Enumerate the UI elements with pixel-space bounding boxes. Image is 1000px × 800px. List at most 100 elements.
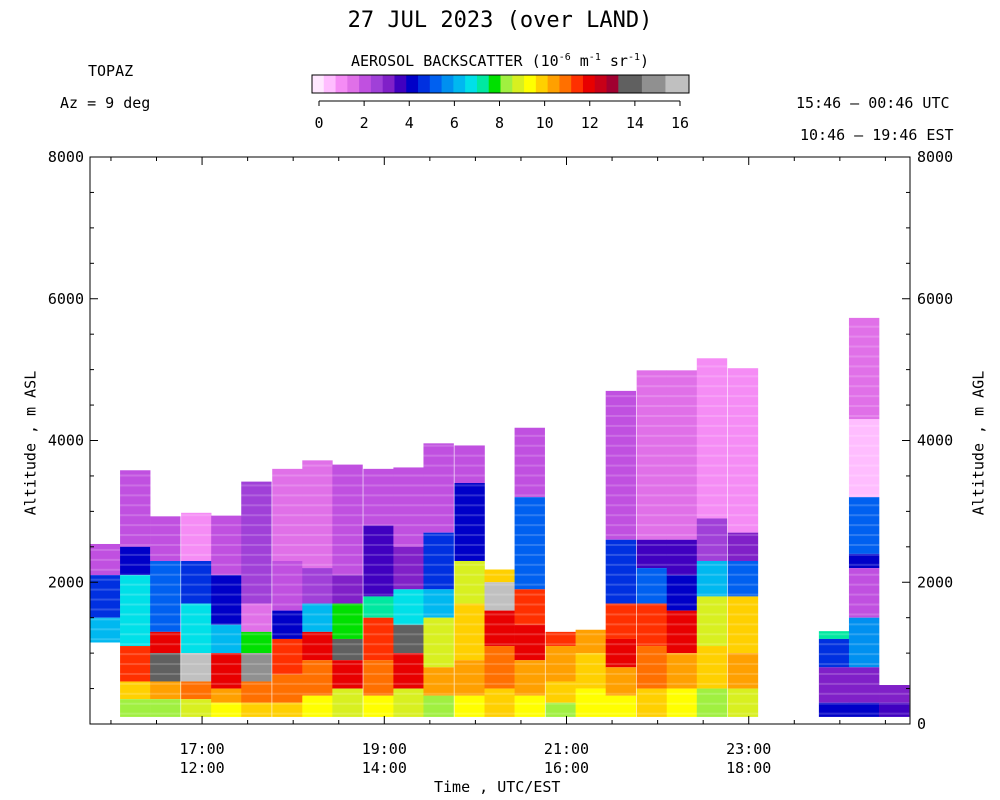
profile-streak — [514, 663, 545, 666]
profile-streak — [302, 563, 333, 566]
profile-streak — [454, 702, 485, 705]
profile-streak — [363, 504, 394, 507]
profile-streak — [211, 643, 242, 646]
profile-streak — [696, 702, 728, 705]
profile-streak — [605, 524, 637, 527]
profile-streak — [393, 543, 424, 546]
profile-streak — [120, 613, 151, 616]
profile-column — [363, 468, 394, 717]
profile-streak — [302, 623, 333, 626]
profile-layer — [272, 674, 303, 703]
profile-streak — [666, 633, 698, 636]
profile-streak — [363, 553, 394, 556]
profile-streak — [181, 692, 212, 695]
profile-streak — [727, 672, 759, 675]
profile-layer — [332, 660, 363, 689]
y-tick-label-right: 4000 — [917, 432, 953, 450]
profile-streak — [575, 702, 606, 705]
profile-streak — [393, 692, 424, 695]
profile-streak — [696, 405, 728, 408]
profile-streak — [848, 643, 880, 646]
profile-streak — [514, 514, 545, 517]
profile-streak — [150, 702, 181, 705]
x-tick-label-est: 16:00 — [544, 759, 589, 777]
profile-streak — [727, 553, 759, 556]
profile-streak — [696, 593, 728, 596]
profile-layer — [696, 560, 728, 597]
profile-streak — [150, 712, 181, 715]
colorbar-swatch — [394, 75, 407, 93]
profile-streak — [727, 663, 759, 666]
profile-streak — [636, 692, 668, 695]
colorbar-tick-label: 6 — [450, 114, 459, 132]
profile-streak — [150, 623, 181, 626]
profile-streak — [514, 534, 545, 537]
profile-streak — [696, 603, 728, 606]
profile-streak — [727, 375, 759, 378]
profile-streak — [120, 494, 151, 497]
x-tick-label-utc: 17:00 — [179, 740, 224, 758]
y-tick-label-right: 6000 — [917, 290, 953, 308]
profile-streak — [848, 484, 880, 487]
profile-streak — [848, 633, 880, 636]
profile-streak — [241, 682, 272, 685]
profile-layer — [211, 515, 242, 576]
profile-streak — [727, 543, 759, 546]
profile-layer — [150, 681, 181, 700]
profile-streak — [484, 663, 515, 666]
profile-streak — [636, 682, 668, 685]
profile-streak — [363, 712, 394, 715]
profile-streak — [181, 613, 212, 616]
profile-streak — [696, 712, 728, 715]
profile-streak — [211, 593, 242, 596]
colorbar-tick-label: 4 — [405, 114, 414, 132]
profile-streak — [696, 514, 728, 517]
profile-streak — [120, 534, 151, 537]
profile-streak — [484, 702, 515, 705]
profile-streak — [241, 623, 272, 626]
profile-streak — [636, 702, 668, 705]
azimuth-label: Az = 9 deg — [60, 94, 151, 112]
profile-streak — [211, 553, 242, 556]
profile-streak — [727, 534, 759, 537]
profile-streak — [241, 643, 272, 646]
profile-streak — [393, 702, 424, 705]
profile-streak — [332, 682, 363, 685]
profile-layer — [393, 467, 424, 547]
profile-column — [181, 512, 212, 717]
profile-layer — [181, 653, 212, 682]
profile-streak — [241, 603, 272, 606]
profile-streak — [696, 692, 728, 695]
profile-streak — [454, 504, 485, 507]
profile-streak — [393, 672, 424, 675]
profile-streak — [393, 573, 424, 576]
profile-streak — [272, 534, 303, 537]
profile-streak — [332, 603, 363, 606]
profile-streak — [818, 663, 850, 666]
profile-streak — [241, 573, 272, 576]
profile-streak — [363, 672, 394, 675]
profile-layer — [484, 688, 515, 717]
profile-streak — [514, 563, 545, 566]
colorbar-tick-label: 16 — [671, 114, 689, 132]
profile-streak — [727, 623, 759, 626]
profile-streak — [454, 653, 485, 656]
profile-streak — [636, 414, 668, 417]
colorbar-swatch — [441, 75, 454, 93]
profile-streak — [272, 613, 303, 616]
profile-layer — [454, 483, 485, 561]
profile-streak — [605, 613, 637, 616]
profile-layer — [150, 516, 181, 561]
profile-streak — [848, 623, 880, 626]
profile-streak — [120, 484, 151, 487]
profile-streak — [666, 395, 698, 398]
profile-streak — [423, 583, 454, 586]
profile-streak — [575, 712, 606, 715]
profile-streak — [636, 424, 668, 427]
profile-layer — [666, 575, 698, 611]
profile-streak — [666, 524, 698, 527]
profile-streak — [332, 712, 363, 715]
profile-streak — [848, 613, 880, 616]
est-range-label: 10:46 – 19:46 EST — [800, 126, 954, 144]
profile-streak — [150, 613, 181, 616]
